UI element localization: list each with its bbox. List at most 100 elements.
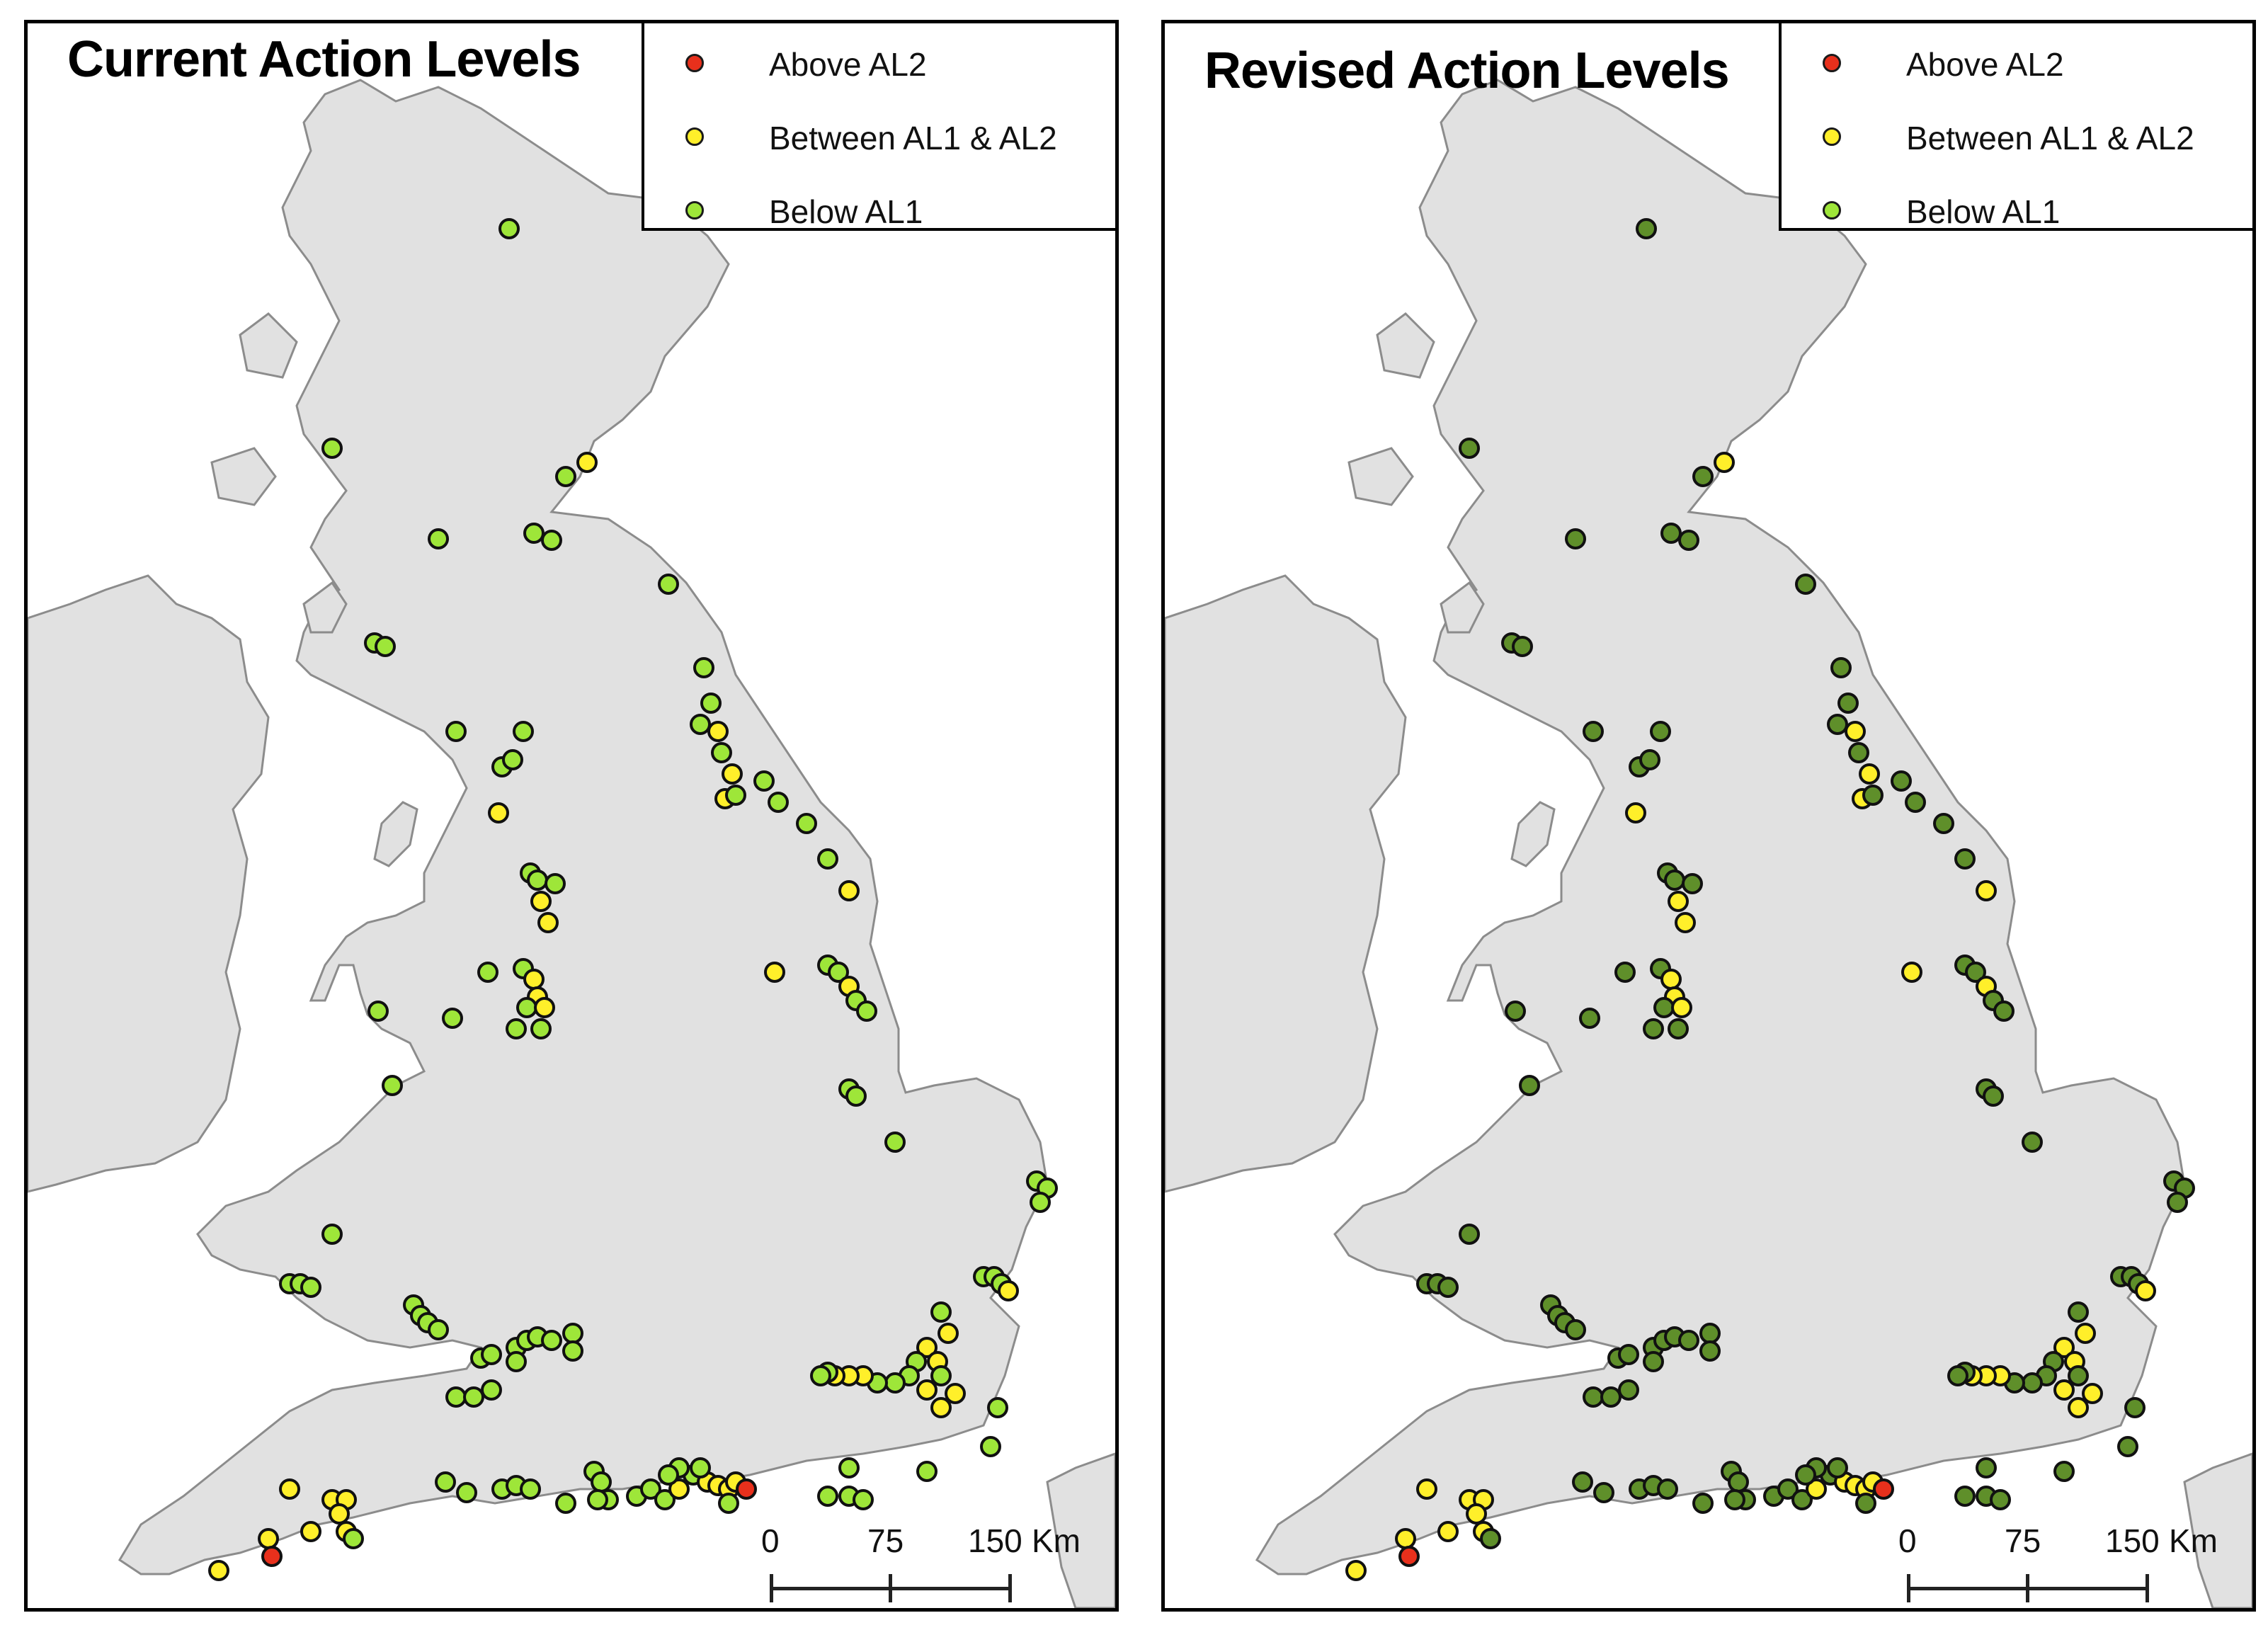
isle-of-man (373, 801, 418, 867)
legend-item-between: Between AL1 & AL2 (1782, 116, 2252, 159)
below-al1-marker (1583, 1386, 1604, 1408)
legend-label: Below AL1 (1906, 193, 2061, 230)
below-al1-marker (1643, 1018, 1664, 1039)
below-al1-marker (506, 1018, 527, 1039)
below-al1-marker (1660, 523, 1682, 544)
scale-tick (2026, 1574, 2029, 1602)
legend-label: Above AL2 (769, 46, 927, 83)
below-al1-marker (541, 530, 562, 551)
below-al1-marker (1699, 1340, 1721, 1362)
between-al1-al2-marker (1416, 1478, 1437, 1500)
below-al1-marker (456, 1482, 477, 1503)
below-al1-marker (445, 721, 467, 742)
below-al1-marker (321, 1224, 343, 1245)
between-al1-al2-marker (938, 1323, 959, 1344)
below-al1-marker (506, 1351, 527, 1372)
below-al1-marker (1954, 848, 1976, 870)
below-al1-marker (502, 749, 523, 770)
below-al1-marker (1618, 1344, 1639, 1365)
legend-item-below-al1: Below AL1 (644, 190, 1115, 232)
below-al1-marker (693, 657, 714, 678)
below-al1-marker (516, 997, 537, 1018)
legend-item-above-al2: Above AL2 (1782, 42, 2252, 85)
below-al1-marker (658, 574, 679, 595)
scale-label-75: 75 (2005, 1522, 2041, 1559)
scale-bar: 0 75 150 Km (1886, 1522, 2240, 1607)
islay-island (1440, 581, 1485, 634)
between-al1-al2-marker (1466, 1503, 1487, 1524)
below-al1-marker (1639, 749, 1660, 770)
below-al1-marker (321, 438, 343, 459)
below-al1-marker (498, 218, 520, 239)
yellow-dot-icon (1823, 127, 1841, 146)
isle-of-man (1510, 801, 1556, 867)
coastline-map (1165, 79, 2252, 1608)
below-al1-marker (1954, 1486, 1976, 1507)
scale-tick (1907, 1574, 1910, 1602)
below-al1-marker (520, 1478, 541, 1500)
scale-label-0: 0 (761, 1522, 780, 1559)
below-al1-marker (442, 1008, 463, 1029)
france-landmass (2183, 1452, 2252, 1608)
below-al1-marker (541, 1330, 562, 1351)
map-title: Current Action Levels (67, 31, 581, 88)
map-title: Revised Action Levels (1204, 42, 1730, 99)
below-al1-marker (884, 1372, 906, 1394)
between-al1-al2-marker (707, 721, 729, 742)
between-al1-al2-marker (1675, 912, 1696, 933)
below-al1-marker (1795, 574, 1816, 595)
between-al1-al2-marker (2135, 1280, 2156, 1301)
below-al1-marker (690, 1457, 711, 1478)
below-al1-marker (1572, 1471, 1593, 1493)
below-al1-marker (591, 1471, 612, 1493)
below-al1-marker (1643, 1351, 1664, 1372)
scale-label-75: 75 (867, 1522, 904, 1559)
below-al1-marker (1505, 1001, 1526, 1022)
below-al1-marker (1837, 693, 1859, 714)
below-al1-marker (810, 1365, 831, 1386)
below-al1-marker (587, 1489, 608, 1510)
great-britain-landmass (1255, 79, 2186, 1575)
between-al1-al2-marker (1345, 1560, 1367, 1581)
below-al1-marker (1614, 962, 1636, 983)
below-al1-marker (1827, 714, 1848, 735)
below-al1-marker (1678, 1330, 1699, 1351)
between-al1-al2-marker (2082, 1383, 2103, 1404)
between-al1-al2-marker (576, 452, 598, 473)
scale-label-150: 150 (2105, 1522, 2160, 1559)
below-al1-marker (1965, 962, 1986, 983)
scale-tick (2146, 1574, 2149, 1602)
below-al1-marker (1791, 1489, 1813, 1510)
between-al1-al2-marker (764, 962, 785, 983)
legend-item-above-al2: Above AL2 (644, 42, 1115, 85)
below-al1-marker (817, 1486, 838, 1507)
france-landmass (1046, 1452, 1115, 1608)
below-al1-marker (1565, 1319, 1586, 1340)
below-al1-marker (1682, 873, 1703, 894)
red-dot-icon (685, 54, 704, 72)
below-al1-marker (1848, 742, 1869, 763)
below-al1-marker (1827, 1457, 1848, 1478)
between-al1-al2-marker (668, 1478, 690, 1500)
below-al1-marker (1855, 1493, 1876, 1514)
below-al1-marker (562, 1340, 583, 1362)
below-al1-marker (1830, 657, 1852, 678)
below-al1-marker (1668, 1018, 1689, 1039)
scale-label-150: 150 (968, 1522, 1022, 1559)
between-al1-al2-marker (722, 763, 743, 785)
below-al1-marker (1437, 1277, 1459, 1298)
below-al1-marker (711, 742, 732, 763)
below-al1-marker (1724, 1489, 1745, 1510)
below-al1-marker (718, 1493, 739, 1514)
skye-island (1376, 312, 1435, 379)
below-al1-marker (2053, 1461, 2075, 1482)
below-al1-marker (1699, 1323, 1721, 1344)
below-al1-marker (1728, 1471, 1749, 1493)
between-al1-al2-marker (930, 1397, 952, 1418)
below-al1-marker (1512, 636, 1533, 657)
below-al1-marker (463, 1386, 484, 1408)
below-al1-marker (375, 636, 396, 657)
between-al1-al2-marker (530, 891, 552, 912)
between-al1-al2-marker (2075, 1323, 2096, 1344)
legend-label: Between AL1 & AL2 (1906, 120, 2194, 156)
